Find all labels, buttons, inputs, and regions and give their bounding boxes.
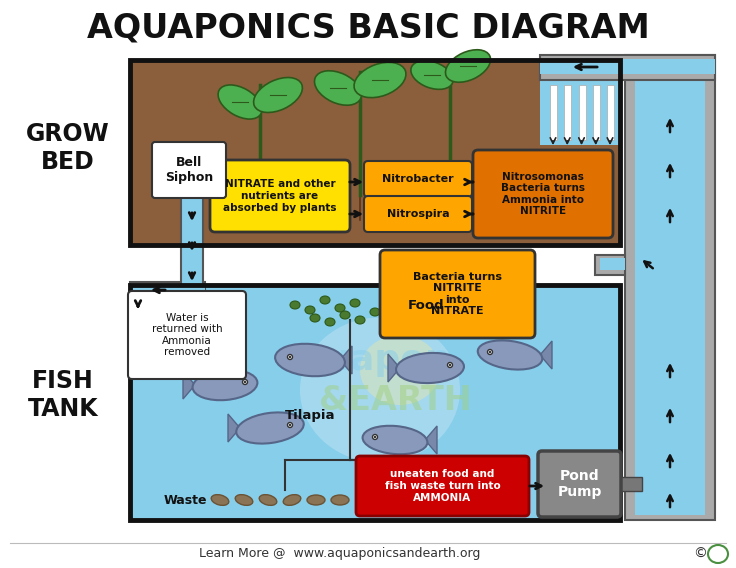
Ellipse shape	[350, 299, 360, 307]
Bar	[578, 85, 586, 140]
Polygon shape	[540, 341, 552, 369]
Ellipse shape	[370, 308, 380, 316]
Bar	[130, 285, 620, 520]
Polygon shape	[425, 426, 437, 454]
Bar	[607, 85, 614, 140]
FancyBboxPatch shape	[364, 196, 472, 232]
Bar	[592, 85, 600, 140]
Bar	[130, 285, 148, 320]
Ellipse shape	[708, 545, 728, 563]
Ellipse shape	[355, 316, 365, 324]
FancyBboxPatch shape	[538, 451, 621, 517]
Bar	[600, 258, 625, 270]
Text: GROW
BED: GROW BED	[26, 122, 110, 174]
Text: Water is
returned with
Ammonia
removed: Water is returned with Ammonia removed	[152, 312, 222, 357]
Text: Nitrobacter: Nitrobacter	[382, 174, 454, 184]
Ellipse shape	[193, 370, 258, 400]
Ellipse shape	[288, 423, 292, 428]
Ellipse shape	[254, 77, 302, 112]
Bar	[130, 60, 620, 245]
Ellipse shape	[288, 354, 292, 360]
Ellipse shape	[244, 381, 247, 383]
Bar	[635, 60, 705, 515]
Bar	[625, 55, 715, 520]
Bar	[130, 285, 620, 520]
Text: Learn More @  www.aquaponicsandearth.org: Learn More @ www.aquaponicsandearth.org	[199, 548, 481, 561]
Ellipse shape	[289, 356, 291, 358]
Polygon shape	[228, 414, 240, 442]
Ellipse shape	[411, 61, 453, 89]
Text: NITRATE and other
nutrients are
absorbed by plants: NITRATE and other nutrients are absorbed…	[223, 179, 337, 212]
Ellipse shape	[325, 318, 335, 326]
Ellipse shape	[305, 306, 315, 314]
Ellipse shape	[275, 344, 345, 376]
Ellipse shape	[218, 85, 262, 119]
Ellipse shape	[360, 335, 440, 405]
Ellipse shape	[374, 436, 376, 438]
Bar	[595, 255, 625, 275]
Text: Bell
Siphon: Bell Siphon	[165, 156, 213, 184]
Bar	[540, 60, 620, 145]
Ellipse shape	[236, 495, 252, 506]
Ellipse shape	[489, 351, 491, 353]
Text: aquaponics: aquaponics	[274, 343, 506, 377]
Bar	[565, 85, 571, 140]
Ellipse shape	[283, 495, 301, 505]
Bar	[132, 285, 145, 318]
Bar	[130, 60, 620, 245]
Text: FISH
TANK: FISH TANK	[28, 369, 99, 421]
FancyBboxPatch shape	[473, 150, 613, 238]
Text: Nitrosomonas
Bacteria turns
Ammonia into
NITRITE: Nitrosomonas Bacteria turns Ammonia into…	[501, 172, 585, 216]
Ellipse shape	[236, 412, 304, 444]
FancyBboxPatch shape	[380, 250, 535, 338]
Ellipse shape	[396, 353, 464, 383]
Polygon shape	[183, 371, 195, 399]
Ellipse shape	[300, 318, 460, 462]
Ellipse shape	[331, 495, 349, 506]
Ellipse shape	[290, 301, 300, 309]
Ellipse shape	[310, 314, 320, 322]
Text: Pond
Pump: Pond Pump	[557, 469, 602, 499]
Bar	[540, 55, 715, 80]
Ellipse shape	[340, 311, 350, 319]
Ellipse shape	[211, 495, 229, 505]
Ellipse shape	[307, 495, 325, 506]
Text: Food: Food	[408, 299, 445, 311]
Ellipse shape	[478, 340, 542, 370]
Ellipse shape	[487, 349, 492, 354]
Bar	[132, 285, 205, 295]
FancyBboxPatch shape	[210, 160, 350, 232]
Ellipse shape	[289, 424, 291, 426]
FancyBboxPatch shape	[128, 291, 246, 379]
Text: Nitrospira: Nitrospira	[386, 209, 449, 219]
Ellipse shape	[445, 50, 490, 82]
Ellipse shape	[363, 426, 428, 454]
Bar	[550, 85, 557, 140]
Bar	[617, 477, 642, 491]
Text: uneaten food and
fish waste turn into
AMMONIA: uneaten food and fish waste turn into AM…	[385, 469, 500, 503]
Ellipse shape	[242, 379, 247, 385]
Bar	[130, 282, 205, 300]
Ellipse shape	[320, 296, 330, 304]
Text: Waste: Waste	[163, 494, 207, 507]
Polygon shape	[388, 354, 400, 382]
Text: Tilapia: Tilapia	[285, 408, 336, 421]
Ellipse shape	[372, 435, 378, 440]
Ellipse shape	[447, 362, 453, 367]
FancyBboxPatch shape	[364, 161, 472, 197]
Ellipse shape	[314, 71, 361, 105]
Text: ©: ©	[693, 547, 707, 561]
Ellipse shape	[449, 364, 451, 366]
Ellipse shape	[335, 304, 345, 312]
FancyBboxPatch shape	[152, 142, 226, 198]
Ellipse shape	[259, 495, 277, 505]
Bar	[540, 59, 715, 74]
Text: Bacteria turns
NITRITE
into
NITRATE: Bacteria turns NITRITE into NITRATE	[413, 272, 502, 316]
Bar	[181, 195, 203, 300]
Text: &EARTH: &EARTH	[319, 383, 471, 416]
Polygon shape	[340, 346, 352, 374]
Text: AQUAPONICS BASIC DIAGRAM: AQUAPONICS BASIC DIAGRAM	[87, 11, 649, 44]
FancyBboxPatch shape	[356, 456, 529, 516]
Ellipse shape	[354, 62, 406, 98]
